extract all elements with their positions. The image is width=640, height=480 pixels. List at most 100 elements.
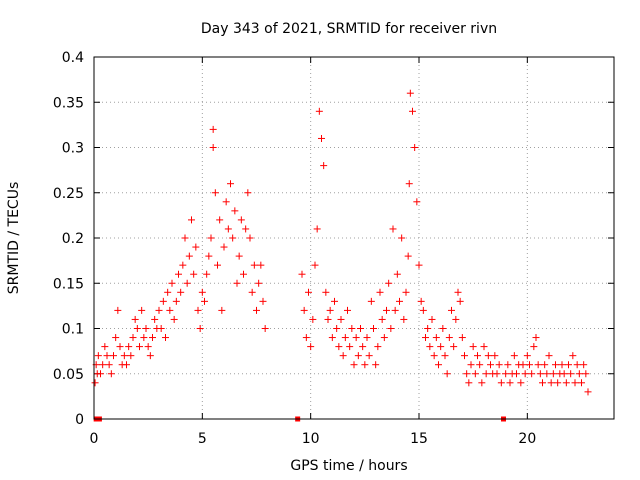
- data-point: [255, 279, 263, 287]
- data-point: [105, 361, 113, 369]
- data-point: [142, 325, 150, 332]
- data-point: [320, 162, 328, 170]
- data-point: [116, 343, 124, 351]
- data-point: [575, 370, 583, 378]
- x-axis-label: GPS time / hours: [290, 458, 407, 474]
- data-point: [541, 361, 549, 369]
- data-point: [203, 270, 211, 278]
- data-point: [573, 361, 581, 369]
- data-point: [298, 270, 306, 278]
- data-point: [450, 343, 458, 351]
- data-point: [224, 225, 232, 233]
- data-point: [411, 144, 419, 151]
- data-point: [151, 315, 159, 323]
- data-point: [162, 334, 169, 342]
- data-point: [523, 352, 531, 360]
- data-point: [465, 379, 473, 387]
- y-tick-label: 0.35: [53, 95, 84, 111]
- data-point: [504, 361, 512, 369]
- x-tick-label: 10: [302, 431, 320, 447]
- data-point: [571, 379, 579, 387]
- data-point: [445, 334, 453, 342]
- data-point: [469, 343, 477, 351]
- data-point: [428, 315, 436, 323]
- data-point: [168, 279, 176, 287]
- data-point: [179, 261, 187, 269]
- data-point: [235, 252, 243, 260]
- data-point: [567, 370, 575, 378]
- data-point: [231, 207, 239, 215]
- data-point: [136, 343, 143, 351]
- data-point: [463, 370, 471, 378]
- data-point: [138, 306, 146, 314]
- data-point: [311, 261, 319, 269]
- data-point: [367, 297, 375, 305]
- data-point: [398, 234, 406, 242]
- data-point: [94, 352, 102, 360]
- data-point: [357, 325, 364, 332]
- chart-title: Day 343 of 2021, SRMTID for receiver riv…: [201, 21, 497, 37]
- data-point: [229, 234, 237, 242]
- data-point: [547, 379, 555, 387]
- data-point: [324, 315, 332, 323]
- data-point: [365, 352, 373, 360]
- data-point: [487, 361, 494, 369]
- data-point: [131, 315, 139, 323]
- data-point: [348, 325, 356, 332]
- data-point: [424, 325, 432, 332]
- data-point: [562, 379, 570, 387]
- y-axis-label: SRMTID / TECUs: [6, 182, 22, 295]
- data-point: [435, 361, 442, 369]
- data-point: [578, 379, 585, 387]
- data-point: [205, 252, 213, 260]
- data-point: [406, 89, 414, 97]
- data-point: [218, 306, 226, 314]
- data-point: [170, 315, 178, 323]
- data-point: [582, 370, 590, 378]
- data-point: [383, 306, 390, 314]
- x-tick-label: 0: [90, 431, 99, 447]
- data-point: [237, 216, 245, 224]
- data-point: [493, 370, 501, 378]
- data-point: [201, 297, 208, 305]
- data-point: [532, 334, 540, 342]
- data-point: [526, 361, 533, 369]
- data-point: [114, 306, 122, 314]
- data-point: [409, 107, 416, 115]
- data-point: [144, 343, 152, 351]
- data-point: [220, 243, 228, 251]
- data-point: [242, 225, 250, 233]
- data-point: [480, 343, 488, 351]
- data-point: [478, 379, 486, 387]
- data-point: [194, 306, 202, 314]
- data-point: [99, 361, 107, 369]
- data-point: [539, 379, 546, 387]
- data-point: [437, 343, 445, 351]
- data-point: [519, 361, 527, 369]
- data-point: [175, 270, 182, 278]
- data-point: [404, 252, 412, 260]
- data-point: [363, 334, 371, 342]
- data-point: [554, 379, 562, 387]
- data-point: [97, 370, 104, 378]
- data-point: [107, 370, 115, 378]
- data-point: [359, 343, 367, 351]
- data-point: [155, 306, 163, 314]
- data-point: [491, 352, 499, 360]
- data-point: [376, 288, 384, 296]
- y-tick-label: 0.25: [53, 186, 84, 202]
- data-point: [207, 234, 215, 242]
- data-point: [565, 361, 572, 369]
- data-point: [248, 288, 256, 296]
- data-point: [506, 379, 514, 387]
- x-tick-label: 20: [518, 431, 536, 447]
- data-point: [259, 297, 267, 305]
- data-point: [482, 370, 490, 378]
- data-point: [521, 370, 529, 378]
- data-point: [558, 361, 566, 369]
- data-point: [196, 325, 204, 332]
- data-point: [315, 107, 323, 115]
- data-point: [257, 261, 265, 269]
- data-point: [214, 261, 221, 269]
- data-point: [419, 306, 427, 314]
